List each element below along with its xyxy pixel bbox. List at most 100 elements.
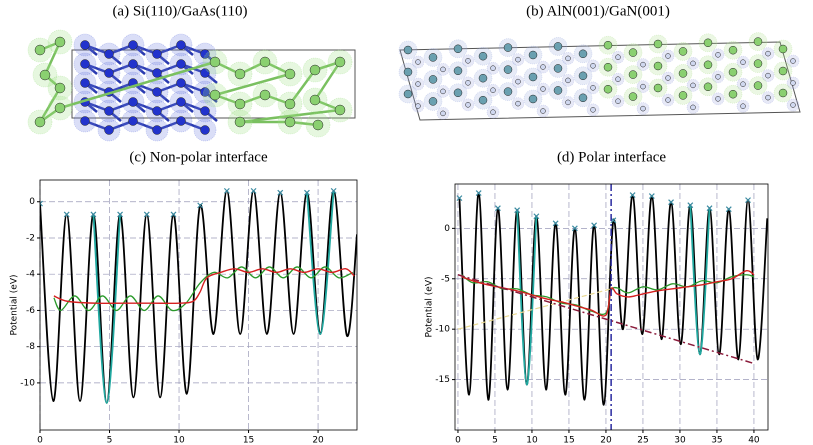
atom bbox=[415, 81, 421, 87]
atom bbox=[34, 116, 46, 128]
panel-title: (a) Si(110)/GaAs(110) bbox=[112, 3, 247, 19]
peak-marker bbox=[494, 205, 501, 212]
x-tick-label: 10 bbox=[173, 436, 185, 445]
atom bbox=[234, 68, 246, 80]
y-tick-label: -10 bbox=[20, 378, 35, 388]
atom bbox=[104, 106, 114, 116]
atom bbox=[176, 97, 186, 107]
atom bbox=[653, 61, 663, 71]
atom bbox=[128, 59, 138, 69]
atom bbox=[490, 65, 496, 71]
atom bbox=[104, 125, 114, 135]
atom bbox=[503, 87, 513, 96]
atom bbox=[515, 78, 521, 85]
atom bbox=[540, 108, 546, 114]
peak-marker bbox=[330, 187, 337, 194]
atom bbox=[715, 52, 721, 58]
peak-marker bbox=[552, 220, 559, 227]
y-tick-label: -6 bbox=[26, 306, 35, 316]
y-tick-label: -10 bbox=[435, 325, 450, 335]
atom bbox=[259, 89, 271, 101]
line-series bbox=[689, 205, 711, 356]
atom bbox=[615, 76, 621, 82]
atom bbox=[309, 94, 321, 106]
atom bbox=[515, 56, 521, 63]
peak-marker bbox=[63, 211, 70, 218]
peak-marker bbox=[629, 192, 636, 199]
atom bbox=[515, 100, 521, 107]
atom bbox=[603, 62, 613, 72]
atom bbox=[428, 53, 438, 62]
atom bbox=[334, 56, 346, 68]
atom bbox=[790, 58, 796, 64]
line-series bbox=[461, 269, 755, 317]
atom bbox=[478, 95, 488, 105]
atom bbox=[590, 85, 596, 91]
atom bbox=[259, 56, 271, 68]
y-axis-label: Potential (eV) bbox=[10, 274, 20, 335]
atom bbox=[309, 64, 321, 76]
peak-marker bbox=[40, 200, 43, 207]
peak-marker bbox=[117, 211, 124, 218]
atom bbox=[753, 37, 763, 46]
x-tick-label: 0 bbox=[37, 436, 43, 445]
peak-marker bbox=[687, 202, 694, 209]
atom bbox=[440, 88, 446, 95]
atom bbox=[615, 98, 621, 104]
atom bbox=[209, 89, 221, 101]
atom bbox=[528, 50, 538, 60]
x-tick-label: 5 bbox=[492, 436, 498, 445]
peak-marker bbox=[571, 225, 578, 232]
atom bbox=[603, 40, 613, 50]
atom bbox=[176, 59, 186, 69]
atom bbox=[628, 48, 638, 57]
atom bbox=[690, 104, 696, 111]
atom bbox=[565, 55, 571, 62]
atom bbox=[209, 56, 221, 68]
atom bbox=[415, 103, 421, 109]
y-tick-label: -4 bbox=[26, 270, 35, 280]
atom bbox=[678, 69, 688, 78]
atom bbox=[428, 97, 438, 106]
atom bbox=[678, 47, 688, 56]
atom bbox=[465, 58, 471, 64]
atom bbox=[790, 102, 796, 108]
atom bbox=[34, 44, 46, 56]
peak-marker bbox=[456, 195, 463, 202]
atom bbox=[590, 63, 596, 69]
bond bbox=[214, 72, 291, 97]
atom bbox=[312, 119, 324, 131]
atom bbox=[528, 72, 538, 82]
atom bbox=[753, 59, 763, 68]
atom bbox=[54, 82, 66, 94]
bond bbox=[59, 60, 216, 110]
axes-frame bbox=[454, 183, 769, 431]
atom bbox=[765, 94, 771, 101]
atom bbox=[284, 98, 296, 110]
peak-marker bbox=[90, 211, 97, 218]
cell bbox=[399, 41, 801, 121]
atom bbox=[465, 80, 471, 86]
atom bbox=[200, 125, 210, 135]
peak-marker bbox=[725, 206, 732, 213]
atom bbox=[678, 91, 688, 100]
atom bbox=[440, 110, 446, 117]
y-axis-label: Potential (eV) bbox=[425, 276, 435, 337]
line-series bbox=[53, 268, 355, 305]
atom bbox=[176, 116, 186, 126]
atom bbox=[104, 68, 114, 78]
x-tick-label: 25 bbox=[637, 436, 648, 445]
atom bbox=[80, 40, 90, 50]
atom bbox=[640, 105, 646, 112]
y-tick-label: -8 bbox=[26, 342, 35, 352]
atom bbox=[528, 94, 538, 104]
atom bbox=[152, 125, 162, 135]
atom bbox=[728, 89, 738, 99]
x-tick-label: 15 bbox=[243, 436, 254, 445]
atom bbox=[703, 82, 713, 92]
x-tick-label: 20 bbox=[312, 436, 324, 445]
line-series bbox=[306, 190, 335, 335]
peak-marker bbox=[591, 222, 598, 229]
atom bbox=[80, 116, 90, 126]
atom bbox=[152, 68, 162, 78]
